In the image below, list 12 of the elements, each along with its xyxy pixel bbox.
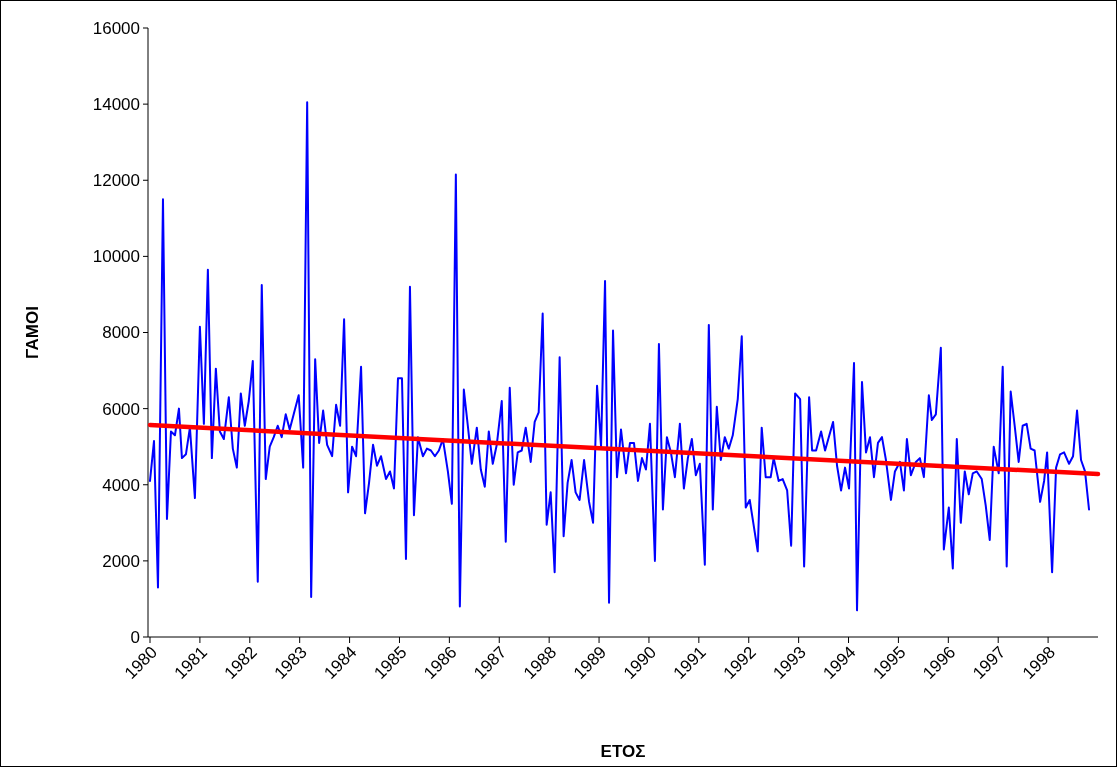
y-tick-label: 4000	[102, 475, 140, 495]
x-axis-title: ΕΤΟΣ	[600, 742, 646, 761]
y-tick-label: 10000	[92, 247, 140, 267]
y-tick-label: 6000	[102, 399, 140, 419]
line-series	[149, 101, 1091, 612]
y-tick-label: 14000	[92, 95, 140, 115]
y-tick-label: 12000	[92, 171, 140, 191]
y-tick-label: 16000	[92, 18, 140, 38]
y-tick-label: 2000	[102, 551, 140, 571]
y-tick-label: 0	[130, 627, 140, 647]
y-axis-title: ΓΑΜΟΙ	[23, 306, 42, 359]
y-tick-label: 8000	[102, 323, 140, 343]
